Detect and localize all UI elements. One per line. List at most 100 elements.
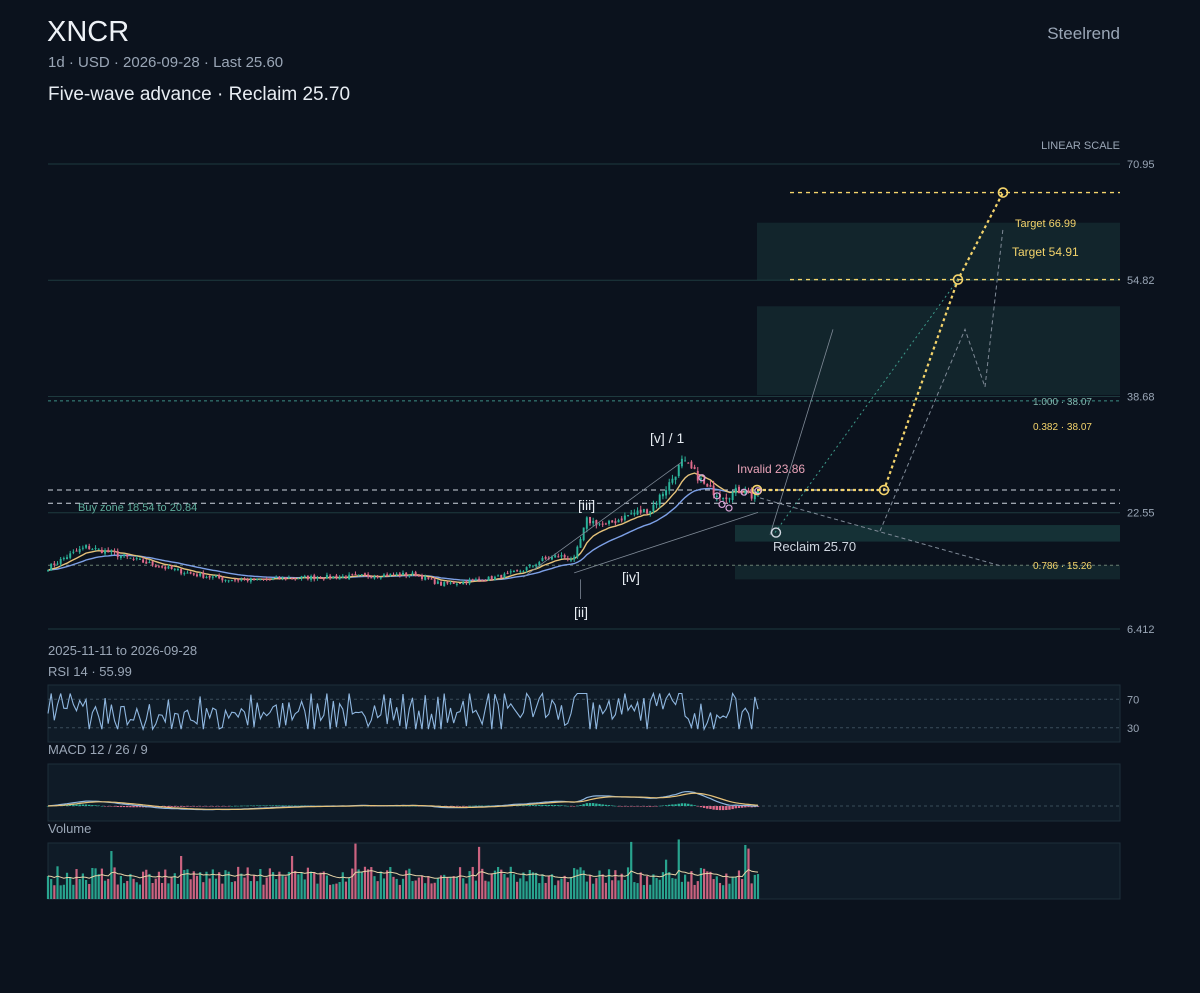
- macd-histogram-bar: [255, 805, 259, 806]
- candle-body: [306, 575, 309, 580]
- rsi-line: [47, 691, 759, 732]
- volume-bar: [256, 881, 259, 899]
- macd-histogram-bar: [550, 805, 554, 806]
- swing-marker: [754, 487, 762, 495]
- candle-body: [601, 523, 604, 525]
- candle-body: [462, 581, 465, 585]
- volume-bar: [424, 883, 427, 899]
- volume-bar: [449, 876, 452, 899]
- volume-bar: [180, 855, 183, 899]
- candle-body: [506, 572, 509, 574]
- macd-histogram-bar: [138, 806, 142, 808]
- chart-subtitle: Five-wave advance · Reclaim 25.70: [48, 84, 351, 105]
- candle-body: [722, 498, 725, 500]
- candle-body: [446, 581, 449, 584]
- volume-bar: [661, 872, 665, 899]
- macd-histogram-bar: [462, 806, 465, 807]
- macd-histogram-bar: [715, 806, 718, 810]
- macd-histogram-bar: [116, 806, 119, 807]
- target-2-label: Target 66.99: [1015, 218, 1076, 230]
- candle-body: [272, 578, 275, 580]
- volume-bar: [344, 881, 348, 899]
- macd-histogram-bar: [601, 804, 604, 806]
- candle-body: [639, 509, 642, 513]
- candle-body: [516, 570, 519, 572]
- macd-histogram-bar: [636, 806, 639, 807]
- volume-bar: [382, 878, 386, 899]
- macd-histogram-bar: [481, 805, 484, 807]
- candle-body: [145, 561, 148, 564]
- candle-body: [313, 575, 316, 580]
- volume-bar: [617, 880, 620, 899]
- volume-bar: [145, 869, 148, 899]
- candle-body: [535, 564, 538, 567]
- candle-body: [126, 554, 129, 557]
- volume-bar: [528, 869, 531, 899]
- candle-body: [386, 574, 389, 577]
- candle-body: [230, 580, 233, 582]
- candle-body: [259, 579, 262, 581]
- volume-bar: [84, 880, 88, 899]
- volume-bar: [658, 879, 661, 899]
- macd-histogram-bar: [465, 806, 468, 807]
- candle-body: [246, 578, 249, 582]
- macd-histogram-bar: [236, 805, 240, 807]
- candle-body: [268, 579, 271, 581]
- macd-histogram-bar: [290, 805, 294, 807]
- volume-bar: [309, 871, 313, 899]
- macd-histogram-bar: [655, 806, 658, 807]
- candle-body: [512, 570, 515, 572]
- candle-body: [186, 572, 189, 574]
- macd-histogram-bar: [135, 806, 138, 808]
- candle-body: [627, 515, 630, 517]
- volume-bar: [218, 872, 221, 899]
- volume-bar: [569, 876, 573, 899]
- candle-body: [750, 489, 753, 499]
- volume-bar: [636, 883, 639, 899]
- wave-label-iv: [iv]: [622, 569, 640, 585]
- volume-bar: [287, 871, 290, 899]
- candle-body: [176, 568, 179, 570]
- candle-body: [183, 573, 186, 575]
- volume-bar: [601, 874, 604, 899]
- volume-bar: [414, 880, 417, 899]
- candle-body: [88, 546, 91, 550]
- volume-bar: [737, 870, 741, 899]
- volume-bar: [452, 876, 455, 899]
- volume-bar: [265, 877, 268, 899]
- volume-bar: [496, 866, 500, 899]
- volume-bar: [493, 870, 497, 899]
- volume-bar: [722, 885, 725, 899]
- projection-node: [997, 187, 1009, 198]
- volume-bar: [290, 855, 294, 899]
- candle-body: [411, 572, 414, 575]
- wave-label-v: [v] / 1: [650, 430, 684, 446]
- volume-bar: [519, 878, 522, 899]
- candle-body: [478, 578, 481, 580]
- volume-bar: [753, 874, 756, 899]
- volume-bar: [157, 871, 161, 899]
- wave-channel-line: [574, 511, 759, 574]
- candle-body: [123, 554, 126, 556]
- volume-bar: [509, 866, 512, 899]
- candle-body: [287, 577, 290, 579]
- volume-bar: [110, 851, 113, 899]
- volume-bar: [474, 880, 478, 899]
- candle-body: [154, 565, 157, 568]
- fib-0382-label: 0.382 · 38.07: [1033, 422, 1092, 433]
- candle-body: [189, 572, 192, 574]
- macd-histogram-bar: [725, 806, 728, 810]
- macd-histogram-bar: [100, 805, 104, 807]
- volume-bar: [164, 869, 167, 899]
- volume-bar: [252, 875, 256, 899]
- macd-histogram-bar: [78, 804, 81, 806]
- candle-body: [734, 487, 737, 494]
- volume-bar: [541, 874, 544, 899]
- candle-body: [646, 509, 649, 514]
- volume-bar: [756, 874, 760, 899]
- volume-bar: [386, 870, 389, 899]
- macd-histogram-bar: [709, 806, 712, 810]
- candle-body: [449, 582, 452, 584]
- macd-histogram-bar: [224, 806, 227, 807]
- macd-histogram-bar: [103, 806, 107, 807]
